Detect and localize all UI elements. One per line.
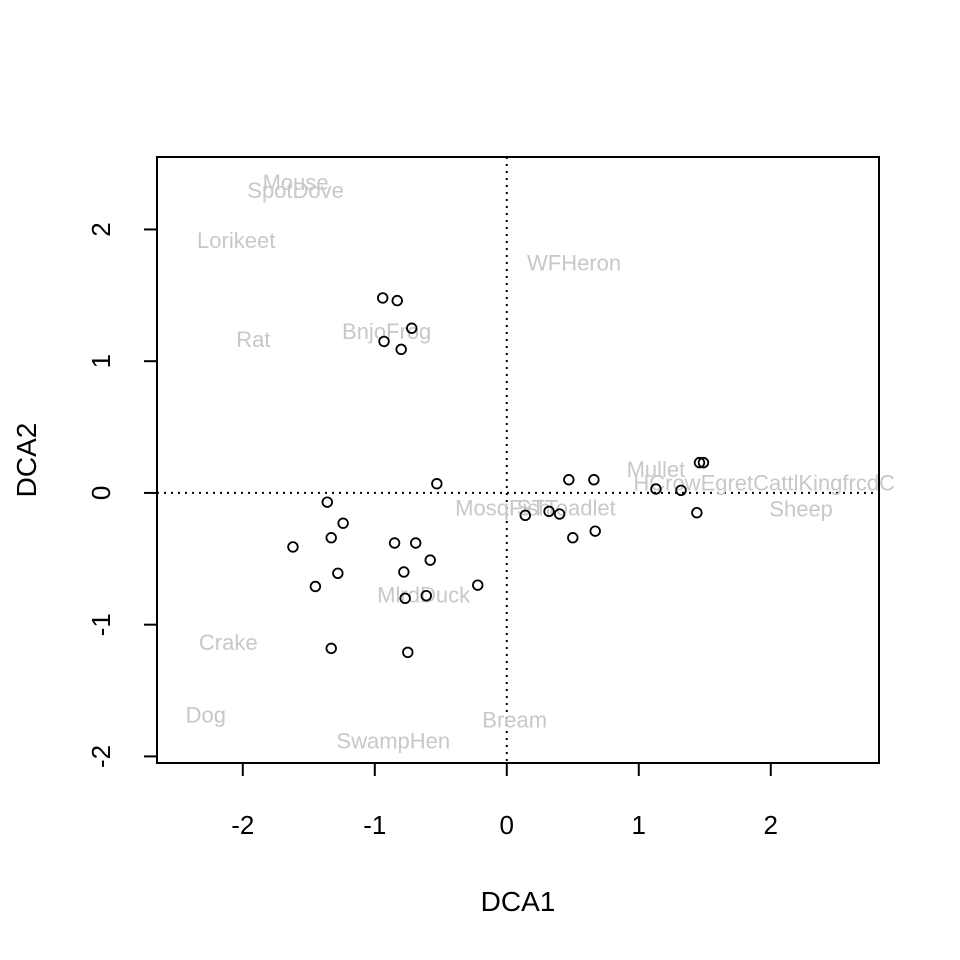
- y-tick-label: -1: [86, 613, 116, 636]
- site-point: [691, 506, 703, 519]
- x-tick-label: -1: [363, 810, 386, 840]
- site-point: [650, 483, 662, 495]
- species-label: SpotDove: [247, 178, 344, 203]
- site-point: [378, 335, 390, 348]
- site-point: [472, 579, 484, 591]
- species-label: MlrdDuck: [377, 582, 471, 607]
- y-axis-title: DCA2: [11, 423, 42, 498]
- species-label: BnjoFrog: [342, 319, 431, 344]
- site-point: [567, 532, 579, 544]
- site-point: [410, 537, 422, 549]
- site-point: [693, 456, 706, 469]
- site-point: [406, 322, 418, 334]
- species-label: Sheep: [769, 497, 833, 522]
- x-axis: -2 -1 0 1 2: [231, 762, 778, 840]
- site-point: [588, 474, 600, 486]
- site-point: [325, 642, 337, 655]
- site-point: [391, 294, 403, 307]
- y-tick-label: 1: [86, 354, 116, 368]
- site-point: [388, 537, 401, 549]
- site-point: [519, 509, 531, 522]
- site-point: [287, 541, 299, 553]
- site-point: [563, 474, 575, 486]
- site-point: [553, 508, 566, 520]
- site-point: [589, 525, 601, 537]
- site-point: [321, 496, 333, 508]
- species-label: Crake: [199, 630, 258, 655]
- site-point: [399, 592, 411, 605]
- site-point: [398, 566, 410, 578]
- site-point: [395, 343, 407, 356]
- site-point: [309, 580, 322, 593]
- species-label: Dog: [186, 702, 226, 727]
- site-point: [325, 532, 337, 544]
- species-label: HCrowEgretCattlKingfrcdC: [633, 470, 895, 495]
- species-label: Mouse: [263, 170, 329, 195]
- reference-lines: [157, 157, 879, 763]
- site-point: [675, 484, 687, 497]
- site-point: [424, 554, 436, 566]
- y-tick-label: 0: [86, 486, 116, 500]
- species-label: Bream: [482, 708, 547, 733]
- species-label: SwampHen: [336, 729, 450, 754]
- species-label: MosqFish: [455, 495, 550, 520]
- x-tick-label: 1: [632, 810, 646, 840]
- y-tick-label: -2: [86, 745, 116, 768]
- site-point: [332, 567, 344, 579]
- species-label: Rat: [236, 327, 270, 352]
- site-point: [697, 456, 710, 469]
- species-label: Lorikeet: [197, 228, 275, 253]
- site-point: [431, 478, 443, 490]
- site-point: [420, 589, 432, 602]
- site-point: [377, 292, 389, 304]
- x-tick-label: -2: [231, 810, 254, 840]
- site-point: [402, 646, 414, 659]
- site-points: [287, 292, 710, 659]
- species-label: Mullet: [627, 457, 686, 482]
- species-label: STToadlet: [517, 495, 616, 520]
- y-tick-label: 2: [86, 222, 116, 236]
- x-axis-title: DCA1: [481, 886, 556, 917]
- site-point: [543, 505, 555, 518]
- x-tick-label: 2: [764, 810, 778, 840]
- site-point: [337, 517, 349, 529]
- y-axis: -2 -1 0 1 2: [86, 222, 158, 768]
- x-tick-label: 0: [500, 810, 514, 840]
- species-label: WFHeron: [527, 250, 621, 275]
